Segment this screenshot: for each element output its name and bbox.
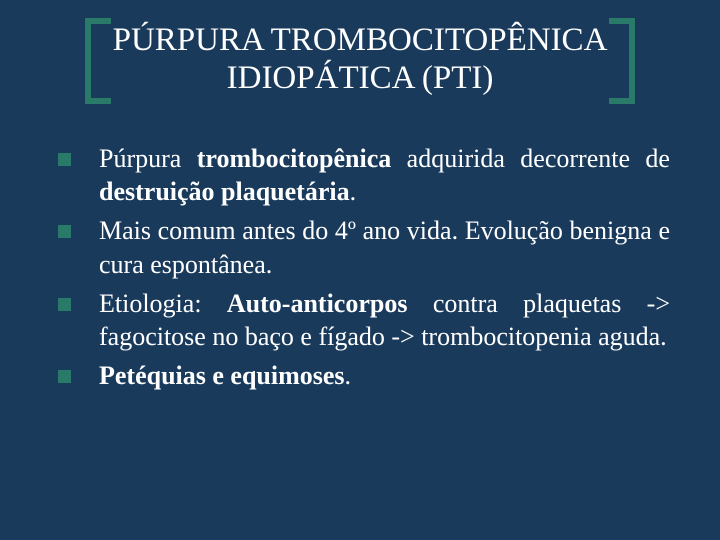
square-bullet-icon [58,153,71,166]
title-line-1: PÚRPURA TROMBOCITOPÊNICA [113,22,608,58]
list-item: Petéquias e equimoses. [50,359,670,392]
list-item: Etiologia: Auto-anticorpos contra plaque… [50,287,670,354]
square-bullet-icon [58,225,71,238]
square-bullet-icon [58,298,71,311]
bracket-right-icon [609,18,635,104]
square-bullet-icon [58,370,71,383]
bracket-left-icon [85,18,111,104]
list-item-text: Etiologia: Auto-anticorpos contra plaque… [99,287,670,354]
title-line-2: IDIOPÁTICA (PTI) [227,60,494,96]
list-item-text: Petéquias e equimoses. [99,359,670,392]
slide-title: PÚRPURA TROMBOCITOPÊNICA IDIOPÁTICA (PTI… [111,18,610,104]
list-item: Púrpura trombocitopênica adquirida decor… [50,142,670,209]
list-item: Mais comum antes do 4º ano vida. Evoluçã… [50,214,670,281]
bullet-list: Púrpura trombocitopênica adquirida decor… [30,142,690,393]
list-item-text: Púrpura trombocitopênica adquirida decor… [99,142,670,209]
title-container: PÚRPURA TROMBOCITOPÊNICA IDIOPÁTICA (PTI… [30,18,690,104]
list-item-text: Mais comum antes do 4º ano vida. Evoluçã… [99,214,670,281]
